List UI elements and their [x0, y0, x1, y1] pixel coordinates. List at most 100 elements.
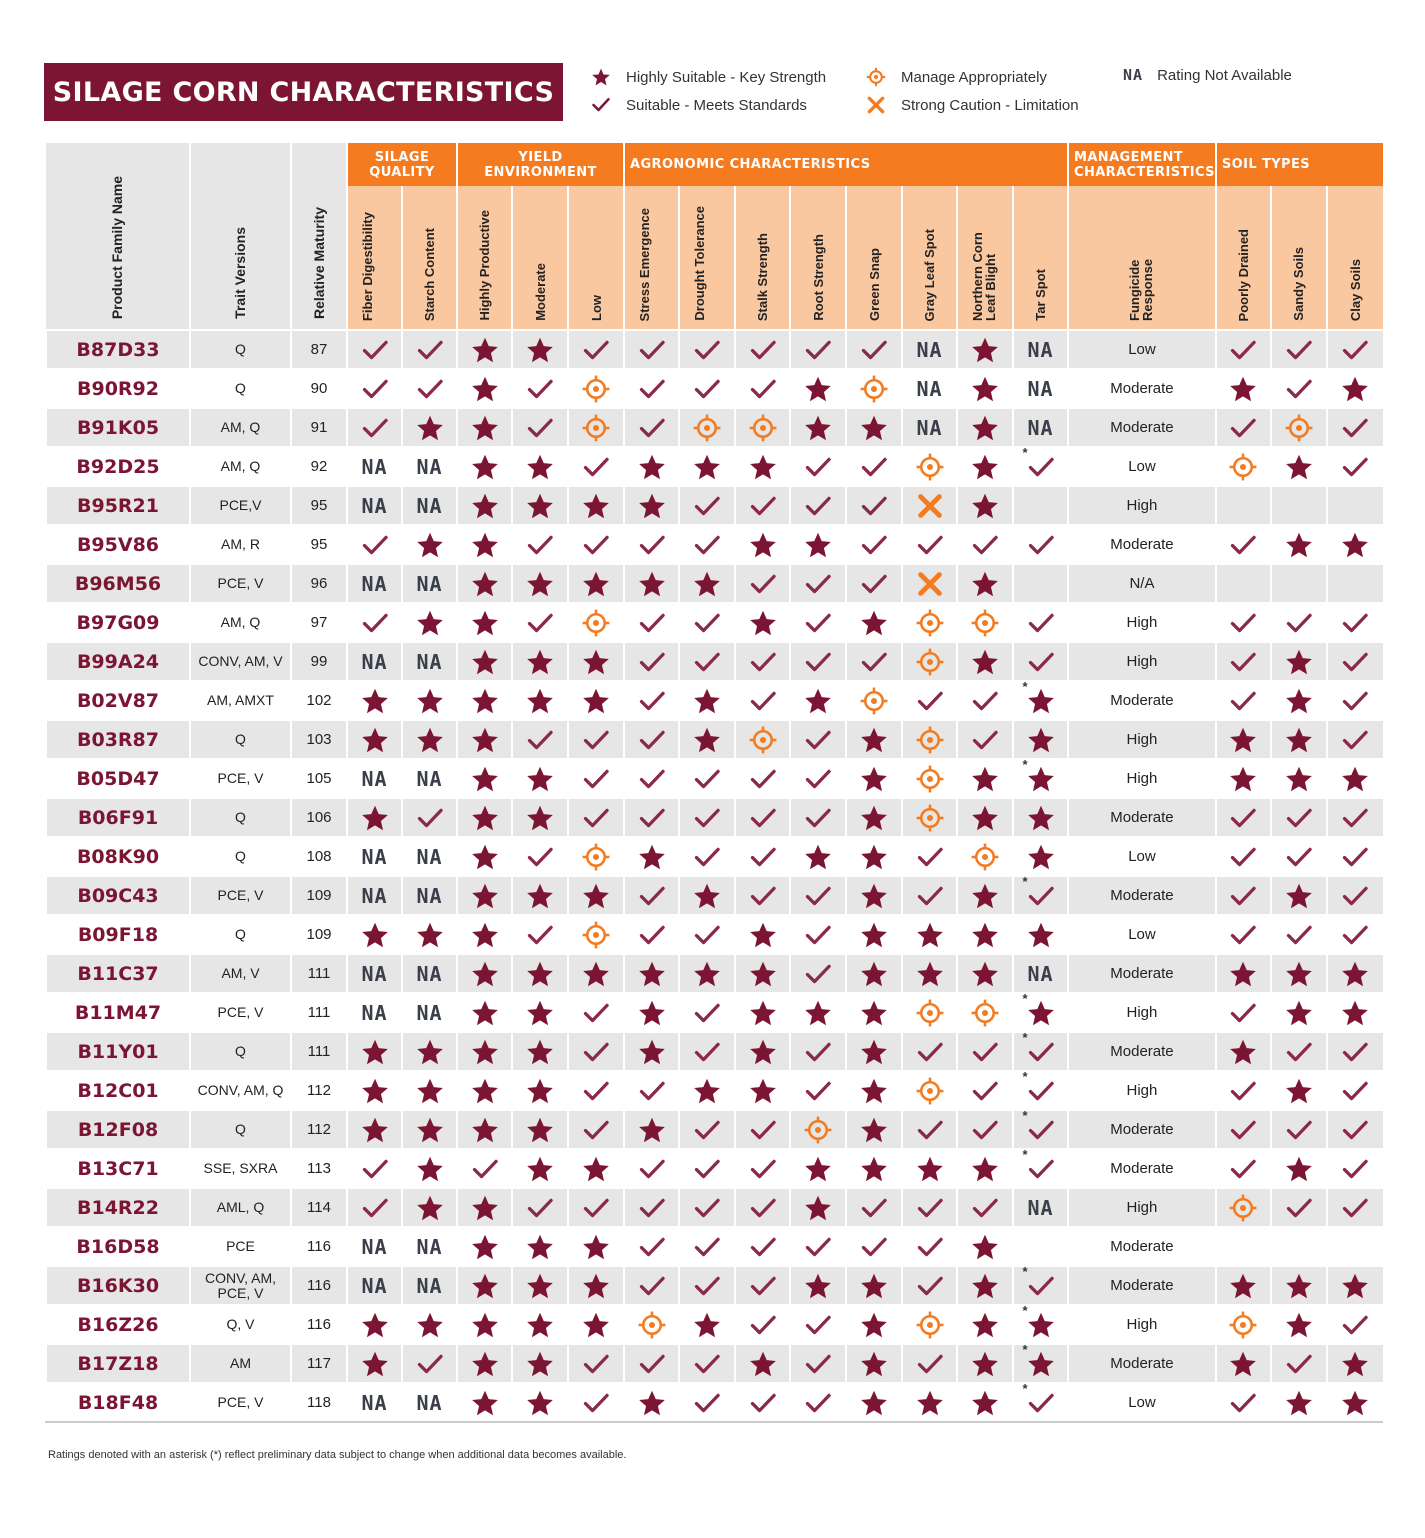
rating-tar: * [1012, 1147, 1068, 1188]
rating-tar: NA [1012, 1187, 1068, 1227]
check-icon [804, 882, 832, 910]
col-sandy-soils: Sandy Soils [1269, 186, 1327, 330]
rating-pd [1214, 602, 1271, 642]
rating-root [789, 1226, 846, 1266]
star-icon [471, 375, 499, 403]
star-icon [638, 1038, 666, 1066]
check-icon [1341, 687, 1369, 715]
rating-sandy [1269, 641, 1327, 681]
star-icon [1285, 1389, 1313, 1417]
rating-low [567, 602, 624, 642]
rating-gls: NA [901, 329, 957, 369]
rating-nclb [956, 953, 1013, 993]
star-icon [471, 1389, 499, 1417]
star-icon [471, 960, 499, 988]
check-icon [693, 804, 721, 832]
relative-maturity: 116 [290, 1304, 347, 1344]
trait-versions: SSE, SXRA [189, 1148, 291, 1188]
star-icon [693, 960, 721, 988]
rating-gs [845, 1109, 902, 1149]
rating-stalk [734, 1070, 790, 1110]
table-row: B11Y01 Q 111 * Moderate [45, 1030, 1383, 1071]
na-rating: NA [361, 571, 388, 596]
rating-sandy [1269, 914, 1327, 954]
rating-low [567, 719, 624, 759]
rating-clay [1325, 719, 1383, 759]
relative-maturity: 97 [290, 602, 347, 642]
rating-fiber [346, 797, 402, 837]
col-stalk-strength: Stalk Strength [734, 186, 790, 330]
check-icon [804, 1038, 832, 1066]
rating-root [789, 797, 846, 837]
table-row: B08K90 Q 108 NA NA Low [45, 836, 1383, 876]
star-icon [804, 843, 832, 871]
rating-pd [1214, 1382, 1271, 1423]
rating-stalk [734, 329, 790, 369]
check-icon [971, 1116, 999, 1144]
fungicide-response: High [1067, 641, 1216, 681]
star-icon [1027, 843, 1055, 871]
rating-fiber [346, 1343, 402, 1383]
rating-dt [678, 407, 735, 447]
rating-low [567, 1226, 624, 1266]
rating-mod [511, 914, 568, 954]
legend-item-x: Strong Caution - Limitation [865, 94, 1079, 116]
rating-nclb [956, 1148, 1013, 1188]
product-name: B96M56 [45, 563, 190, 603]
rating-low [567, 1148, 624, 1188]
check-icon [916, 531, 944, 559]
check-icon [1285, 375, 1313, 403]
star-icon [860, 843, 888, 871]
check-icon [693, 1155, 721, 1183]
na-rating: NA [416, 649, 443, 674]
star-icon [1229, 960, 1257, 988]
na-rating: NA [916, 337, 943, 362]
check-icon [1229, 414, 1257, 442]
star-icon [361, 1311, 389, 1339]
star-icon [860, 960, 888, 988]
rating-dt [678, 758, 735, 798]
rating-root [789, 1070, 846, 1110]
star-icon [526, 1116, 554, 1144]
check-icon [693, 492, 721, 520]
check-icon [1341, 1077, 1369, 1105]
table-row: B13C71 SSE, SXRA 113 * Moderate [45, 1147, 1383, 1188]
rating-mod [511, 1265, 568, 1305]
rating-fiber [346, 602, 402, 642]
check-icon [804, 492, 832, 520]
relative-maturity: 106 [290, 797, 347, 837]
star-icon [860, 921, 888, 949]
rating-starch [401, 1148, 457, 1188]
rating-low [567, 368, 624, 408]
table-row: B18F48 PCE, V 118 NA NA * Low [45, 1381, 1383, 1423]
check-icon [1027, 648, 1055, 676]
check-icon [693, 1233, 721, 1261]
trait-versions: AM, V [189, 953, 291, 993]
rating-root [789, 368, 846, 408]
rating-nclb [956, 446, 1013, 486]
star-icon [860, 804, 888, 832]
rating-pd [1214, 641, 1271, 681]
check-icon [804, 960, 832, 988]
rating-stalk [734, 719, 790, 759]
rating-clay [1325, 485, 1383, 525]
star-icon [361, 1038, 389, 1066]
rating-nclb [956, 836, 1013, 876]
rating-fiber: NA [346, 1382, 402, 1423]
rating-root [789, 563, 846, 603]
check-icon [1229, 531, 1257, 559]
product-name: B95R21 [45, 485, 190, 525]
star-icon [971, 1389, 999, 1417]
star-icon [804, 1155, 832, 1183]
na-rating: NA [361, 883, 388, 908]
trait-versions: PCE,V [189, 485, 291, 525]
rating-mod [511, 1070, 568, 1110]
rating-dt [678, 329, 735, 369]
star-icon [416, 1038, 444, 1066]
rating-starch: NA [401, 875, 457, 915]
target-icon [582, 375, 610, 403]
na-rating: NA [416, 1234, 443, 1259]
rating-hp [456, 836, 512, 876]
rating-root [789, 1382, 846, 1423]
product-name: B12C01 [45, 1070, 190, 1110]
